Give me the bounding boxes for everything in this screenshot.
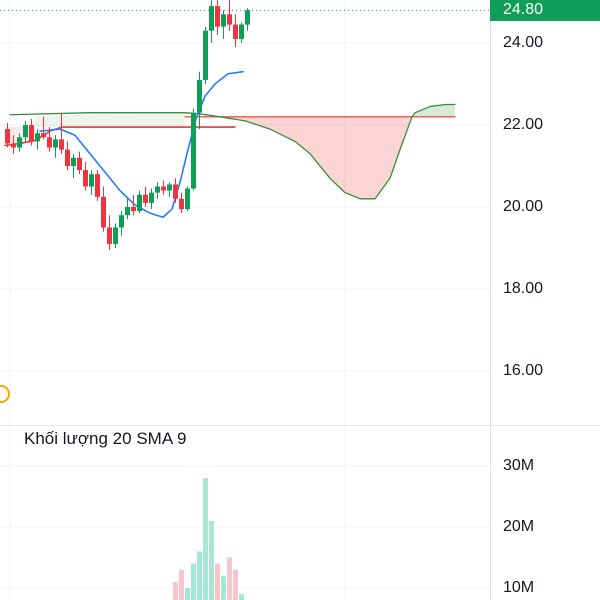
candle-body xyxy=(5,129,10,144)
candle-body xyxy=(23,125,28,138)
candle-body xyxy=(113,227,118,244)
volume-bar xyxy=(215,563,220,600)
volume-bar xyxy=(191,563,196,600)
candle-body xyxy=(35,133,40,142)
candle-body xyxy=(125,207,130,216)
volume-bar xyxy=(203,478,208,600)
volume-bar xyxy=(173,581,178,600)
candle-body xyxy=(95,174,100,197)
candle-body xyxy=(179,198,184,210)
price-tick-label: 18.00 xyxy=(503,280,544,297)
volume-bar xyxy=(185,588,190,600)
candle-body xyxy=(101,196,106,228)
pane-separator[interactable] xyxy=(0,425,600,426)
candle-body xyxy=(173,184,178,199)
senkou_a-line xyxy=(9,103,456,200)
candle-body xyxy=(167,184,172,191)
candle-body xyxy=(197,79,202,113)
volume-indicator-legend[interactable]: Khối lượng 20 SMA 9 xyxy=(24,429,187,448)
last-price-badge: 24.80 xyxy=(490,0,600,22)
volume-bar xyxy=(227,557,232,600)
candle-body xyxy=(65,149,70,166)
candle-body xyxy=(203,30,208,80)
candle-body xyxy=(191,112,196,189)
candle-body xyxy=(215,6,220,27)
volume-bar xyxy=(179,569,184,600)
candle-body xyxy=(149,192,154,203)
candle-body xyxy=(77,157,82,171)
price-tick-label: 24.00 xyxy=(503,34,544,51)
candle-body xyxy=(47,137,52,148)
candle-body xyxy=(227,14,232,25)
candle-body xyxy=(131,207,136,212)
candle-body xyxy=(53,139,58,148)
price-tick-label: 22.00 xyxy=(503,116,544,133)
candle-body xyxy=(71,157,76,166)
candle-body xyxy=(233,24,238,39)
candle-body xyxy=(17,137,22,148)
candle-body xyxy=(107,227,112,244)
ichimoku-cloud-fill xyxy=(220,116,412,199)
candle-body xyxy=(137,194,142,212)
price-axis-border xyxy=(490,0,491,600)
ichimoku-cloud-fill xyxy=(35,112,185,128)
price-tick-label: 20.00 xyxy=(503,198,544,215)
candle-body xyxy=(143,194,148,203)
ichimoku-cloud-fill xyxy=(412,104,455,117)
volume-bar xyxy=(209,520,214,600)
price-axis[interactable]: 24.00 22.00 20.00 18.00 16.00 30M 20M 10M xyxy=(490,0,600,600)
chart-canvas[interactable] xyxy=(0,0,490,600)
volume-bar xyxy=(233,569,238,600)
tenkan-line xyxy=(39,70,244,219)
volume-tick-label: 10M xyxy=(503,579,535,596)
candle-body xyxy=(239,24,244,39)
candle-body xyxy=(119,215,124,228)
candle-body xyxy=(155,186,160,193)
candle-body xyxy=(83,170,88,187)
candle-body xyxy=(209,6,214,31)
event-marker-icon[interactable] xyxy=(0,385,10,403)
volume-bar xyxy=(221,575,226,600)
volume-tick-label: 30M xyxy=(503,457,535,474)
candle-body xyxy=(41,133,46,138)
price-tick-label: 16.00 xyxy=(503,362,544,379)
candle-body xyxy=(161,186,166,191)
volume-tick-label: 20M xyxy=(503,518,535,535)
candle-body xyxy=(245,10,250,25)
candle-body xyxy=(59,139,64,150)
volume-bar xyxy=(239,594,244,600)
candle-body xyxy=(185,188,190,210)
candle-body xyxy=(11,143,16,148)
volume-bar xyxy=(197,551,202,600)
candle-body xyxy=(89,174,94,187)
candle-body xyxy=(29,125,34,142)
candle-body xyxy=(221,14,226,27)
